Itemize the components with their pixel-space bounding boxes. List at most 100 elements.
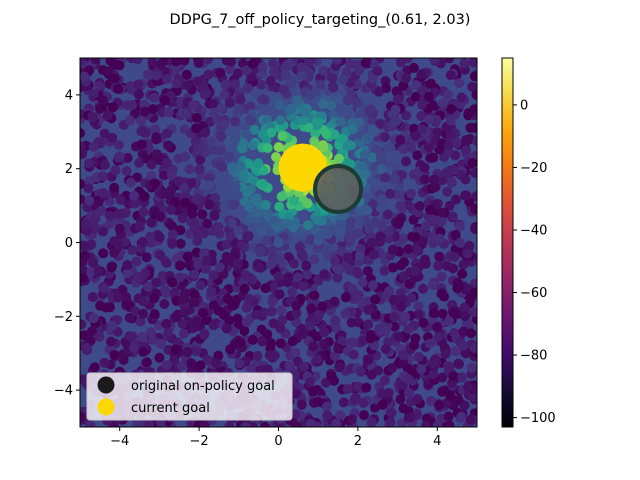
heatmap-cell xyxy=(213,350,224,361)
heatmap-cell xyxy=(444,316,454,327)
heatmap-cell xyxy=(327,73,338,84)
heatmap-cell xyxy=(194,229,205,240)
heatmap-cell xyxy=(437,372,448,383)
heatmap-cell xyxy=(403,244,414,254)
heatmap-cell xyxy=(445,70,456,81)
heatmap-cell xyxy=(88,313,99,324)
y-axis: −4 −2 0 2 4 xyxy=(54,88,80,399)
heatmap-cell xyxy=(174,272,185,283)
heatmap-cell xyxy=(296,329,307,340)
heatmap-cell xyxy=(82,342,92,353)
heatmap-cell xyxy=(332,58,342,65)
heatmap-cell xyxy=(80,58,86,64)
heatmap-cell xyxy=(122,268,133,279)
heatmap-cell xyxy=(265,75,276,86)
heatmap-cell xyxy=(392,94,403,105)
heatmap-cell xyxy=(122,152,133,163)
heatmap-cell xyxy=(189,269,200,280)
heatmap-cell xyxy=(134,157,145,168)
heatmap-cell xyxy=(376,194,387,205)
heatmap-cell xyxy=(330,315,341,326)
heatmap-cell xyxy=(359,410,369,421)
heatmap-cell xyxy=(244,293,255,304)
heatmap-cell xyxy=(203,58,214,65)
heatmap-cell xyxy=(89,362,100,373)
heatmap-cell xyxy=(420,221,431,232)
heatmap-cell xyxy=(160,285,171,296)
heatmap-cell xyxy=(333,153,344,164)
heatmap-cell xyxy=(109,349,120,360)
heatmap-cell xyxy=(348,293,359,304)
heatmap-cell xyxy=(427,358,438,369)
heatmap-cell xyxy=(380,344,391,355)
heatmap-cell xyxy=(87,292,98,303)
heatmap-cell xyxy=(224,97,235,108)
heatmap-cell xyxy=(241,302,252,313)
heatmap-cell xyxy=(94,331,105,342)
colorbar-gradient xyxy=(501,57,514,428)
heatmap-cell xyxy=(463,108,474,119)
heatmap-cell xyxy=(287,286,298,297)
heatmap-cell xyxy=(232,313,243,324)
heatmap-cell xyxy=(107,132,118,143)
heatmap-cell xyxy=(171,78,182,89)
heatmap-cell xyxy=(202,354,213,365)
heatmap-cell xyxy=(159,299,170,309)
heatmap-cell xyxy=(278,84,289,95)
heatmap-cell xyxy=(151,70,162,81)
heatmap-cell xyxy=(257,178,268,189)
heatmap-cell xyxy=(225,231,236,241)
heatmap-cell xyxy=(230,79,241,90)
heatmap-cell xyxy=(380,172,391,183)
heatmap-cell xyxy=(335,410,346,421)
heatmap-cell xyxy=(424,91,434,102)
heatmap-cell xyxy=(387,244,398,255)
heatmap-cell xyxy=(450,229,461,240)
heatmap-cell xyxy=(442,89,453,100)
heatmap-cell xyxy=(362,205,373,216)
heatmap-cell xyxy=(80,240,89,251)
heatmap-cell xyxy=(411,79,422,90)
heatmap-cell xyxy=(169,287,180,298)
heatmap-cell xyxy=(417,99,428,110)
heatmap-cell xyxy=(113,239,124,250)
heatmap-cell xyxy=(109,247,120,258)
heatmap-cell xyxy=(328,82,339,93)
heatmap-cell xyxy=(471,314,477,325)
heatmap-cell xyxy=(166,170,177,181)
heatmap-cell xyxy=(459,58,470,69)
heatmap-cell xyxy=(338,397,349,408)
heatmap-cell xyxy=(319,327,330,338)
heatmap-cell xyxy=(432,127,443,138)
heatmap-cell xyxy=(301,260,312,271)
heatmap-cell xyxy=(288,196,299,207)
heatmap-cell xyxy=(266,127,277,138)
heatmap-cell xyxy=(293,272,303,283)
heatmap-cell xyxy=(138,346,149,357)
heatmap-cell xyxy=(239,283,250,294)
goal-markers xyxy=(278,143,364,214)
heatmap-cell xyxy=(430,182,441,192)
heatmap-cell xyxy=(383,233,394,244)
heatmap-cell xyxy=(154,232,165,243)
heatmap-cell xyxy=(348,337,359,348)
heatmap-cell xyxy=(171,58,182,67)
heatmap-cell xyxy=(371,144,382,155)
heatmap-cell xyxy=(208,270,219,280)
heatmap-cell xyxy=(86,239,97,250)
heatmap-cell xyxy=(302,269,313,280)
heatmap-cell xyxy=(395,134,406,145)
heatmap-cell xyxy=(211,201,222,212)
heatmap-cell xyxy=(432,421,443,427)
heatmap-cell xyxy=(93,266,104,277)
heatmap-cell xyxy=(353,117,364,128)
heatmap-cell xyxy=(444,139,455,150)
heatmap-cell xyxy=(149,309,160,320)
heatmap-cell xyxy=(83,183,94,194)
heatmap-cell xyxy=(219,119,230,130)
heatmap-cell xyxy=(437,207,447,218)
heatmap-cell xyxy=(398,233,409,244)
heatmap-cell xyxy=(460,311,471,322)
heatmap-cell xyxy=(433,331,444,342)
y-tick-label: −4 xyxy=(54,384,73,399)
